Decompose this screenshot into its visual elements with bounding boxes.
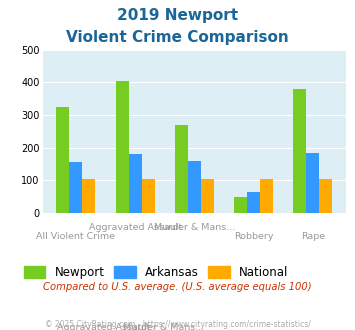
Bar [247,192,260,213]
Text: Rape: Rape [301,232,325,241]
Text: 2019 Newport: 2019 Newport [117,8,238,23]
Text: © 2025 CityRating.com - https://www.cityrating.com/crime-statistics/: © 2025 CityRating.com - https://www.city… [45,320,310,329]
Bar [293,89,306,213]
Text: Murder & Mans...: Murder & Mans... [154,223,235,232]
Bar [56,107,70,213]
Text: Compared to U.S. average. (U.S. average equals 100): Compared to U.S. average. (U.S. average … [43,282,312,292]
Text: Aggravated Assault: Aggravated Assault [88,223,182,232]
Bar [70,162,82,213]
Bar [319,179,332,213]
Bar [82,179,95,213]
Bar [306,153,319,213]
Text: Violent Crime Comparison: Violent Crime Comparison [66,30,289,45]
Bar [260,179,273,213]
Bar [201,179,214,213]
Text: All Violent Crime: All Violent Crime [37,232,115,241]
Bar [116,81,129,213]
Bar [234,197,247,213]
Bar [129,154,142,213]
Bar [142,179,155,213]
Bar [175,125,188,213]
Text: Aggravated Assault: Aggravated Assault [57,323,150,330]
Text: Robbery: Robbery [234,232,273,241]
Legend: Newport, Arkansas, National: Newport, Arkansas, National [24,266,289,279]
Bar [188,161,201,213]
Text: Murder & Mans...: Murder & Mans... [124,323,204,330]
